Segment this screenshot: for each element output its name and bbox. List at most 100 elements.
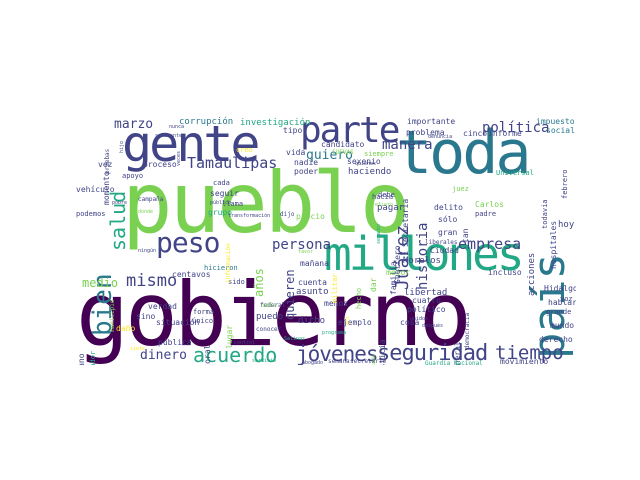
word: mexicano xyxy=(77,353,86,365)
word: quienes xyxy=(355,161,377,167)
word: Carlos xyxy=(475,200,504,209)
word: verdad xyxy=(148,302,177,311)
word: voz xyxy=(560,295,573,303)
word: candidato xyxy=(321,140,365,149)
word: siempre xyxy=(364,150,394,158)
word: programa xyxy=(322,330,347,336)
word: vehículo xyxy=(76,185,115,194)
word: favor xyxy=(298,249,314,255)
word: después xyxy=(422,323,444,329)
word: pagar xyxy=(377,203,405,213)
word: Tamaulipas xyxy=(187,154,278,172)
word: toda xyxy=(396,118,531,188)
word: estado xyxy=(371,354,377,365)
word: gran xyxy=(438,228,458,237)
word: dicho xyxy=(298,316,326,326)
word: ahí xyxy=(345,315,351,325)
word: tipo xyxy=(283,126,303,135)
word: millones xyxy=(324,227,525,281)
word: mundo xyxy=(550,321,575,330)
word: Universal xyxy=(496,169,534,177)
word: derecho xyxy=(539,335,573,344)
word: impuesto xyxy=(536,117,575,126)
word: hoy xyxy=(558,220,575,230)
word: hablar xyxy=(548,298,576,307)
word: investigación xyxy=(240,118,311,128)
word: quiero xyxy=(306,148,353,163)
word: mejor xyxy=(386,268,411,277)
word: importante xyxy=(407,117,456,126)
word: puedo xyxy=(256,312,284,322)
word: democracia xyxy=(464,312,471,349)
word: abogado xyxy=(302,360,324,366)
word: corrupción xyxy=(179,117,234,127)
word: debe xyxy=(378,191,395,199)
word: así xyxy=(400,251,410,257)
word: senador xyxy=(376,222,382,244)
word: cada xyxy=(213,179,230,187)
word: denuncia xyxy=(428,134,453,140)
word: pobre xyxy=(112,200,128,206)
word: peso xyxy=(156,226,220,259)
word: Guardia Nacional xyxy=(425,360,483,366)
word: juez xyxy=(452,185,469,193)
word: hecho xyxy=(355,287,363,309)
word: seguridad xyxy=(377,341,488,365)
word: dar xyxy=(369,277,378,292)
word: Ciudad xyxy=(430,246,459,255)
word: libertad xyxy=(404,288,448,298)
word: ningún xyxy=(138,248,157,254)
word: padre xyxy=(475,210,497,218)
word: siete xyxy=(130,346,146,352)
word: hijo xyxy=(119,140,125,153)
word: familia xyxy=(389,261,398,295)
word: tan xyxy=(461,228,470,243)
word: parte xyxy=(300,113,400,151)
word: delito xyxy=(434,203,463,212)
word: gobernador xyxy=(89,351,97,365)
word: vida xyxy=(286,148,306,157)
word: política xyxy=(482,120,550,136)
word: sino xyxy=(136,312,156,321)
word: asunto xyxy=(296,287,329,297)
word: hospitales xyxy=(549,220,558,269)
word: manera xyxy=(382,137,433,153)
word: forma xyxy=(193,308,215,316)
word: militar xyxy=(331,273,339,303)
word-cloud: gobierno pueblo toda gente parte millone… xyxy=(76,113,576,365)
word: información xyxy=(225,243,232,283)
word: creo xyxy=(236,146,253,154)
word: gobierno xyxy=(76,263,472,365)
word: Morelos xyxy=(403,256,441,266)
word: Secretaría xyxy=(401,198,410,247)
word: persona xyxy=(272,237,332,253)
word: precio xyxy=(296,212,325,221)
word: poder xyxy=(294,167,319,176)
word: grande xyxy=(546,308,572,316)
word: hicieron xyxy=(204,264,238,272)
word: tiempo xyxy=(495,342,564,364)
word: situación xyxy=(156,318,200,327)
word: mañana xyxy=(300,259,329,268)
word: dinero xyxy=(140,348,187,363)
word: campaña xyxy=(138,196,164,203)
word: seguir xyxy=(210,189,239,198)
word: unidos xyxy=(410,316,429,322)
word: cuenta xyxy=(298,278,327,287)
word: donde xyxy=(138,209,154,215)
word: seis xyxy=(262,302,277,309)
word: quieren xyxy=(283,269,297,320)
word: Hidalgo xyxy=(544,284,576,293)
word: apoyo xyxy=(122,172,144,180)
word: centavos xyxy=(172,270,211,279)
word: refiero xyxy=(372,202,394,208)
word: informe xyxy=(488,129,522,138)
word: lugar xyxy=(225,324,234,349)
word: liberales xyxy=(425,239,458,246)
word: grupo xyxy=(208,208,233,217)
word: años xyxy=(252,268,266,297)
word: pueblo xyxy=(122,154,410,252)
word: jóvenes xyxy=(296,342,379,365)
word: secretario xyxy=(350,358,387,365)
word: público xyxy=(210,200,232,206)
